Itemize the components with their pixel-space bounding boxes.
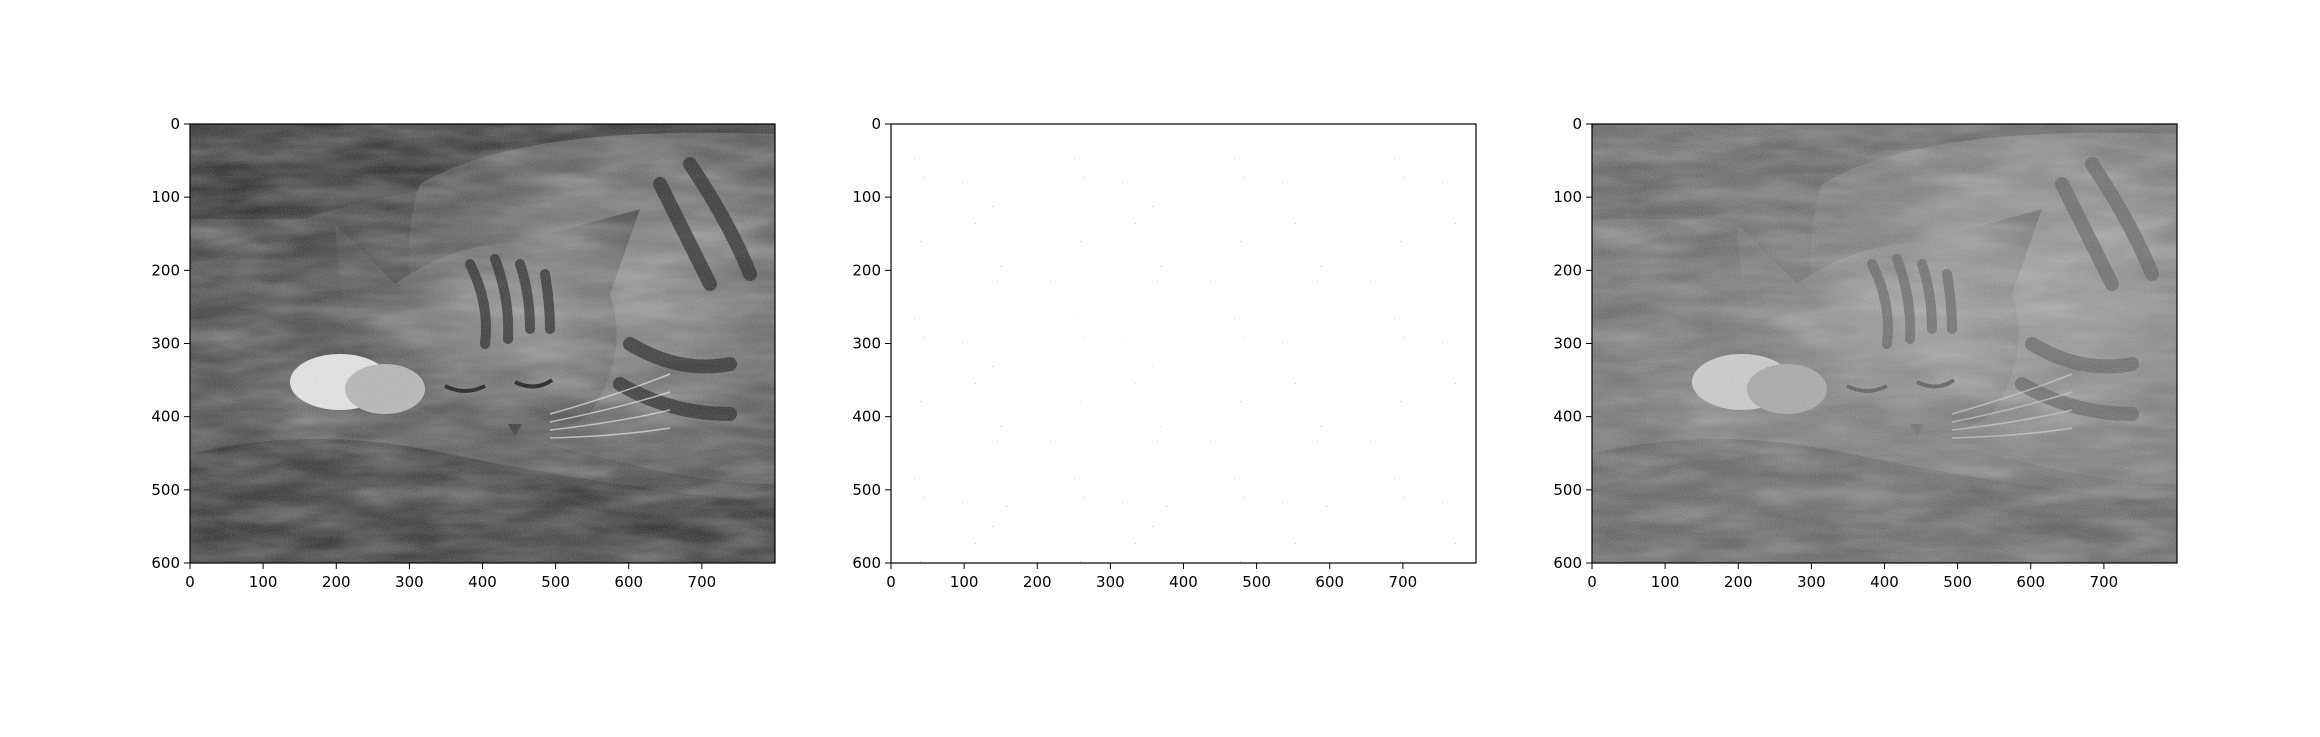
y-tick-label: 500: [151, 481, 180, 499]
y-tick-label: 200: [852, 261, 881, 279]
x-tick-label: 400: [1870, 573, 1899, 591]
y-tick-label: 0: [1572, 115, 1582, 133]
x-tick-label: 0: [886, 573, 896, 591]
x-tick-label: 500: [1943, 573, 1972, 591]
y-tick-label: 300: [151, 335, 180, 353]
x-tick-label: 300: [1797, 573, 1826, 591]
panels-layer: 0 100 200 300 400 500 600 700 0 100 200 300 400 500 60…: [151, 115, 2178, 591]
y-tick-label: 100: [1553, 188, 1582, 206]
y-tick-label: 600: [151, 554, 180, 572]
y-tick-label: 300: [852, 335, 881, 353]
x-tick-label: 700: [2090, 573, 2119, 591]
y-tick-label: 100: [151, 188, 180, 206]
y-tick-label: 400: [151, 408, 180, 426]
x-tick-label: 100: [249, 573, 278, 591]
x-tick-label: 700: [688, 573, 717, 591]
y-tick-label: 200: [151, 261, 180, 279]
y-tick-label: 400: [1553, 408, 1582, 426]
y-tick-label: 0: [170, 115, 180, 133]
y-tick-label: 400: [852, 408, 881, 426]
x-tick-label: 300: [395, 573, 424, 591]
y-tick-label: 100: [852, 188, 881, 206]
y-tick-label: 300: [1553, 335, 1582, 353]
x-tick-label: 0: [1587, 573, 1597, 591]
panel-original: 0 100 200 300 400 500 600 700 0 100 200 300 400 500 60…: [151, 115, 776, 591]
x-tick-label: 200: [322, 573, 351, 591]
photo-grain: [190, 124, 775, 563]
y-tick-label: 200: [1553, 261, 1582, 279]
x-tick-label: 0: [185, 573, 195, 591]
panel-noise: 0 100 200 300 400 500 600 700 0 100 200 300 400 500 60…: [852, 115, 1477, 591]
faint-paw: [1001, 360, 1081, 404]
x-tick-label: 200: [1023, 573, 1052, 591]
x-tick-label: 600: [2016, 573, 2045, 591]
x-tick-label: 600: [614, 573, 643, 591]
noise-dots: [891, 124, 1476, 563]
grayscale-sleeping-cat: [190, 124, 775, 563]
photo-grain: [1592, 124, 2177, 563]
x-tick-label: 100: [950, 573, 979, 591]
x-tick-label: 600: [1315, 573, 1344, 591]
x-tick-label: 200: [1724, 573, 1753, 591]
salt-and-pepper-noise: [891, 124, 1476, 563]
x-tick-label: 400: [468, 573, 497, 591]
y-tick-label: 600: [1553, 554, 1582, 572]
y-tick-label: 500: [1553, 481, 1582, 499]
x-tick-label: 500: [541, 573, 570, 591]
y-tick-label: 0: [871, 115, 881, 133]
x-tick-label: 500: [1242, 573, 1271, 591]
x-tick-label: 100: [1651, 573, 1680, 591]
noisy-grayscale-cat: [1592, 124, 2177, 563]
panel-noisy: 0 100 200 300 400 500 600 700 0 100 200 300 400 500 60…: [1553, 115, 2178, 591]
y-tick-label: 500: [852, 481, 881, 499]
x-tick-label: 700: [1389, 573, 1418, 591]
y-tick-label: 600: [852, 554, 881, 572]
x-tick-label: 400: [1169, 573, 1198, 591]
x-tick-label: 300: [1096, 573, 1125, 591]
